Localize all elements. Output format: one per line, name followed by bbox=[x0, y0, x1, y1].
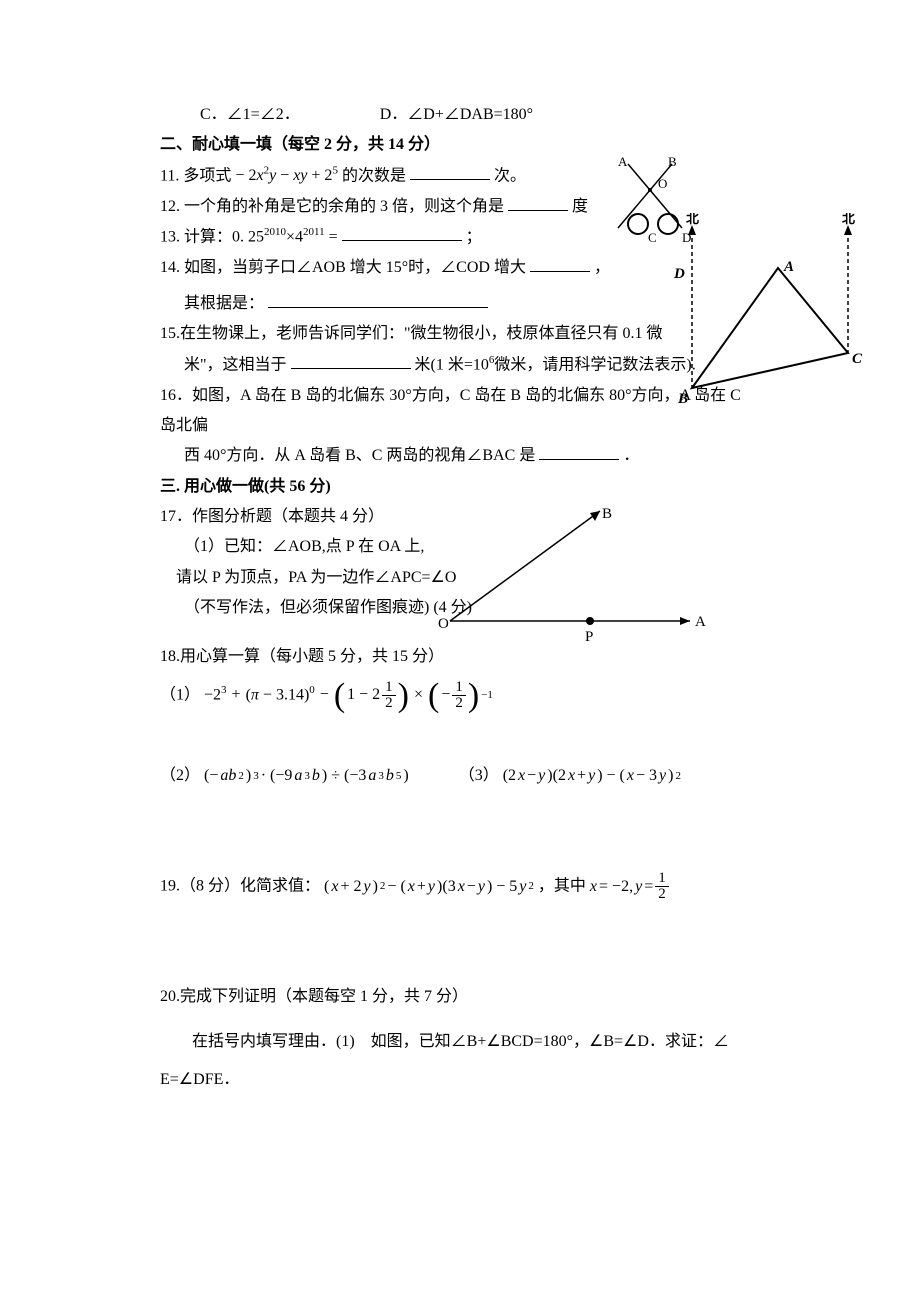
q18-3-pre: （3） bbox=[459, 767, 499, 784]
q19: 19.（8 分）化简求值： (x + 2y)2 − (x + y)(3x − y… bbox=[160, 871, 760, 902]
q18-1: （1） −23 + (π − 3.14)0 − ( 1 − 212 ) × ( … bbox=[160, 680, 760, 711]
q18-3-expr: (2x − y)(2x + y) − (x − 3y)2 bbox=[503, 761, 681, 791]
q14-line1: 14. 如图，当剪子口∠AOB 增大 15°时，∠COD 增大 ， bbox=[160, 253, 760, 283]
q13-exp1: 2010 bbox=[264, 226, 286, 238]
q10-opt-c: C．∠1=∠2． bbox=[200, 100, 300, 130]
q18-head: 18.用心算一算（每小题 5 分，共 15 分） bbox=[160, 642, 760, 672]
q13-eq: = bbox=[329, 228, 338, 245]
q11-post1: 的次数是 bbox=[342, 167, 406, 184]
q18-1-pre: （1） bbox=[160, 686, 200, 703]
q15-line2: 米"，这相当于 米(1 米=106微米，请用科学记数法表示). bbox=[184, 350, 760, 381]
q14-line2: 其根据是： bbox=[184, 289, 760, 319]
q13-pre: 13. 计算：0. 25 bbox=[160, 228, 264, 245]
q20-l1: 20.完成下列证明（本题每空 1 分，共 7 分） bbox=[160, 982, 760, 1012]
q16-line2: 西 40°方向．从 A 岛看 B、C 两岛的视角∠BAC 是 ． bbox=[184, 441, 760, 471]
q14-blank2[interactable] bbox=[268, 291, 488, 308]
q14-blank1[interactable] bbox=[530, 255, 590, 272]
q18-1-expr: −23 + (π − 3.14)0 − ( 1 − 212 ) × ( −12 … bbox=[204, 680, 493, 711]
q16-l2a: 西 40°方向．从 A 岛看 B、C 两岛的视角∠BAC 是 bbox=[184, 447, 535, 464]
q11-expr: − 2x2y − xy + 25 bbox=[235, 167, 342, 184]
q11-post2: 次。 bbox=[494, 167, 526, 184]
q18-2-expr: (−ab2)3 · (−9a3b) ÷ (−3a3b5) bbox=[204, 761, 409, 791]
svg-text:北: 北 bbox=[842, 213, 855, 226]
q15-line1: 15.在生物课上，老师告诉同学们："微生物很小，枝原体直径只有 0.1 微 bbox=[160, 319, 760, 349]
q10-opt-d: D．∠D+∠DAB=180° bbox=[380, 100, 533, 130]
svg-text:C: C bbox=[852, 351, 863, 367]
q12-text2: 度 bbox=[572, 198, 588, 215]
q16-line1: 16．如图，A 岛在 B 岛的北偏东 30°方向，C 岛在 B 岛的北偏东 80… bbox=[160, 381, 760, 442]
q19-vals: x = −2, y = 12 bbox=[590, 871, 669, 902]
q19-mid: ，其中 bbox=[538, 878, 586, 895]
section3-title: 三. 用心做一做(共 56 分) bbox=[160, 472, 760, 502]
q15-l2c: 微米，请用科学记数法表示). bbox=[494, 356, 695, 373]
q15-blank[interactable] bbox=[291, 352, 411, 369]
q16-blank[interactable] bbox=[539, 443, 619, 460]
q11-blank[interactable] bbox=[410, 163, 490, 180]
q18-2: （2） (−ab2)3 · (−9a3b) ÷ (−3a3b5) bbox=[160, 761, 409, 791]
q14-l1b: ， bbox=[594, 259, 610, 276]
svg-text:A: A bbox=[783, 259, 794, 275]
q13-blank[interactable] bbox=[342, 224, 462, 241]
svg-text:B: B bbox=[602, 506, 612, 522]
q18-3: （3） (2x − y)(2x + y) − (x − 3y)2 bbox=[459, 761, 681, 791]
q20-l3: E=∠DFE． bbox=[160, 1061, 760, 1099]
q19-expr: (x + 2y)2 − (x + y)(3x − y) − 5y2 bbox=[324, 872, 534, 902]
q20-l2: 在括号内填写理由．(1) 如图，已知∠B+∠BCD=180°，∠B=∠D．求证：… bbox=[160, 1023, 760, 1061]
q14-l1a: 14. 如图，当剪子口∠AOB 增大 15°时，∠COD 增大 bbox=[160, 259, 526, 276]
q18-2-pre: （2） bbox=[160, 767, 200, 784]
q15-l2a: 米"，这相当于 bbox=[184, 356, 287, 373]
q14-l2a: 其根据是： bbox=[184, 295, 264, 312]
q13-mid: ×4 bbox=[286, 228, 303, 245]
svg-text:北: 北 bbox=[686, 213, 699, 226]
q13-exp2: 2011 bbox=[303, 226, 325, 238]
q19-pre: 19.（8 分）化简求值： bbox=[160, 878, 320, 895]
q12-blank[interactable] bbox=[508, 194, 568, 211]
q13-tail: ； bbox=[466, 228, 482, 245]
q12-text1: 12. 一个角的补角是它的余角的 3 倍，则这个角是 bbox=[160, 198, 504, 215]
q16-l2b: ． bbox=[623, 447, 639, 464]
q15-l2b: 米(1 米=10 bbox=[415, 356, 489, 373]
angle-figure: O A B P bbox=[430, 506, 710, 656]
q11-pre: 11. 多项式 bbox=[160, 167, 231, 184]
svg-text:A: A bbox=[695, 614, 706, 630]
q11: 11. 多项式 − 2x2y − xy + 25 的次数是 次。 bbox=[160, 161, 760, 192]
svg-text:O: O bbox=[438, 616, 449, 632]
